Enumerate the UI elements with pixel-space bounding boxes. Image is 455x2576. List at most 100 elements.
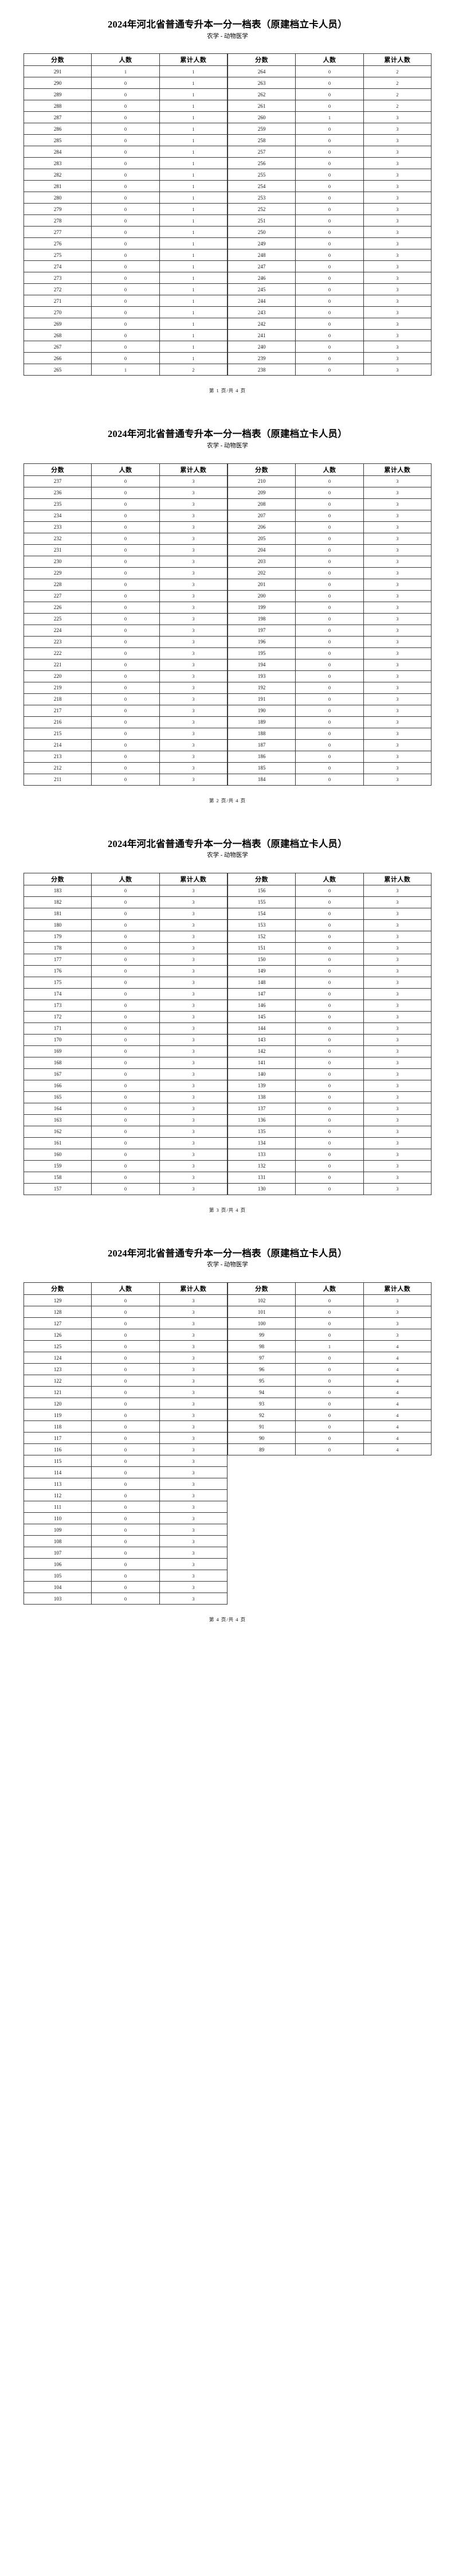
cell-score: 245 bbox=[227, 283, 296, 296]
cell-cumulative: 3 bbox=[159, 1137, 228, 1149]
table-header-row: 分数 人数 累计人数 bbox=[23, 1282, 228, 1295]
table-row: 112 0 3 bbox=[23, 1489, 228, 1502]
cell-count: 0 bbox=[295, 930, 364, 943]
cell-cumulative: 3 bbox=[159, 919, 228, 931]
cell-cumulative: 1 bbox=[159, 260, 228, 273]
cell-score: 249 bbox=[227, 237, 296, 250]
cell-count: 0 bbox=[91, 111, 160, 124]
cell-score: 248 bbox=[227, 249, 296, 261]
cell-count: 0 bbox=[295, 475, 364, 487]
cell-count: 0 bbox=[91, 295, 160, 307]
cell-cumulative: 3 bbox=[159, 555, 228, 568]
cell-count: 0 bbox=[91, 919, 160, 931]
table-row: 218 0 3 bbox=[23, 693, 228, 705]
table-row: 268 0 1 bbox=[23, 329, 228, 342]
table-row: 127 0 3 bbox=[23, 1317, 228, 1330]
cell-count: 0 bbox=[295, 658, 364, 671]
cell-score: 247 bbox=[227, 260, 296, 273]
cell-cumulative: 3 bbox=[159, 1329, 228, 1341]
cell-count: 0 bbox=[295, 1160, 364, 1172]
cell-count: 0 bbox=[295, 486, 364, 499]
cell-score: 157 bbox=[23, 1182, 92, 1195]
cell-cumulative: 3 bbox=[363, 146, 432, 158]
cell-score: 209 bbox=[227, 486, 296, 499]
cell-cumulative: 3 bbox=[363, 295, 432, 307]
cell-count: 0 bbox=[295, 1045, 364, 1057]
cell-score: 287 bbox=[23, 111, 92, 124]
cell-score: 155 bbox=[227, 896, 296, 908]
table-row: 248 0 3 bbox=[227, 249, 432, 261]
cell-count: 0 bbox=[295, 1329, 364, 1341]
cell-cumulative: 3 bbox=[159, 1022, 228, 1035]
cell-cumulative: 3 bbox=[159, 953, 228, 966]
cell-cumulative: 3 bbox=[159, 1593, 228, 1605]
cell-count: 0 bbox=[91, 1420, 160, 1433]
cell-count: 0 bbox=[91, 704, 160, 717]
cell-score: 189 bbox=[227, 716, 296, 728]
cell-cumulative: 3 bbox=[363, 475, 432, 487]
column-header-score: 分数 bbox=[23, 1282, 92, 1295]
cell-count: 0 bbox=[295, 1091, 364, 1103]
cell-score: 127 bbox=[23, 1317, 92, 1330]
table-row: 230 0 3 bbox=[23, 555, 228, 568]
table-row: 118 0 3 bbox=[23, 1420, 228, 1433]
cell-cumulative: 3 bbox=[159, 1068, 228, 1080]
cell-score: 228 bbox=[23, 578, 92, 591]
table-row: 143 0 3 bbox=[227, 1033, 432, 1046]
table-row: 288 0 1 bbox=[23, 100, 228, 112]
cell-score: 196 bbox=[227, 635, 296, 648]
cell-score: 261 bbox=[227, 100, 296, 112]
cell-count: 0 bbox=[91, 965, 160, 977]
cell-count: 0 bbox=[91, 567, 160, 579]
cell-count: 0 bbox=[91, 100, 160, 112]
cell-count: 0 bbox=[295, 498, 364, 510]
table-row: 160 0 3 bbox=[23, 1148, 228, 1161]
cell-cumulative: 3 bbox=[159, 1535, 228, 1548]
cell-cumulative: 3 bbox=[159, 1547, 228, 1559]
cell-score: 121 bbox=[23, 1386, 92, 1399]
cell-count: 0 bbox=[91, 590, 160, 602]
cell-cumulative: 3 bbox=[363, 942, 432, 954]
cell-score: 285 bbox=[23, 134, 92, 147]
cell-count: 0 bbox=[91, 1432, 160, 1445]
cell-score: 207 bbox=[227, 509, 296, 522]
cell-score: 122 bbox=[23, 1375, 92, 1387]
table-row: 199 0 3 bbox=[227, 601, 432, 614]
cell-count: 0 bbox=[295, 169, 364, 181]
table-row: 104 0 3 bbox=[23, 1581, 228, 1594]
cell-count: 0 bbox=[91, 1409, 160, 1422]
cell-score: 227 bbox=[23, 590, 92, 602]
table-row: 124 0 3 bbox=[23, 1352, 228, 1364]
cell-count: 0 bbox=[91, 1386, 160, 1399]
column-header-count: 人数 bbox=[295, 872, 364, 885]
cell-cumulative: 3 bbox=[363, 318, 432, 330]
cell-count: 0 bbox=[295, 1171, 364, 1184]
cell-score: 159 bbox=[23, 1160, 92, 1172]
cell-count: 0 bbox=[91, 1524, 160, 1536]
cell-score: 95 bbox=[227, 1375, 296, 1387]
table-row: 275 0 1 bbox=[23, 249, 228, 261]
table-row: 286 0 1 bbox=[23, 123, 228, 135]
table-row: 246 0 3 bbox=[227, 272, 432, 284]
cell-count: 0 bbox=[295, 532, 364, 545]
cell-score: 192 bbox=[227, 681, 296, 694]
cell-cumulative: 2 bbox=[363, 77, 432, 89]
cell-score: 241 bbox=[227, 329, 296, 342]
table-row: 190 0 3 bbox=[227, 704, 432, 717]
table-row: 193 0 3 bbox=[227, 670, 432, 682]
table-row: 96 0 4 bbox=[227, 1363, 432, 1376]
cell-score: 135 bbox=[227, 1125, 296, 1138]
table-row: 266 0 1 bbox=[23, 352, 228, 365]
cell-count: 0 bbox=[91, 976, 160, 989]
table-row: 133 0 3 bbox=[227, 1148, 432, 1161]
cell-count: 0 bbox=[295, 1398, 364, 1410]
table-row: 197 0 3 bbox=[227, 624, 432, 637]
cell-count: 0 bbox=[91, 930, 160, 943]
cell-cumulative: 3 bbox=[159, 884, 228, 897]
cell-cumulative: 1 bbox=[159, 88, 228, 101]
cell-count: 1 bbox=[295, 111, 364, 124]
cell-score: 109 bbox=[23, 1524, 92, 1536]
cell-count: 0 bbox=[295, 192, 364, 204]
cell-count: 0 bbox=[91, 1317, 160, 1330]
cell-score: 103 bbox=[23, 1593, 92, 1605]
